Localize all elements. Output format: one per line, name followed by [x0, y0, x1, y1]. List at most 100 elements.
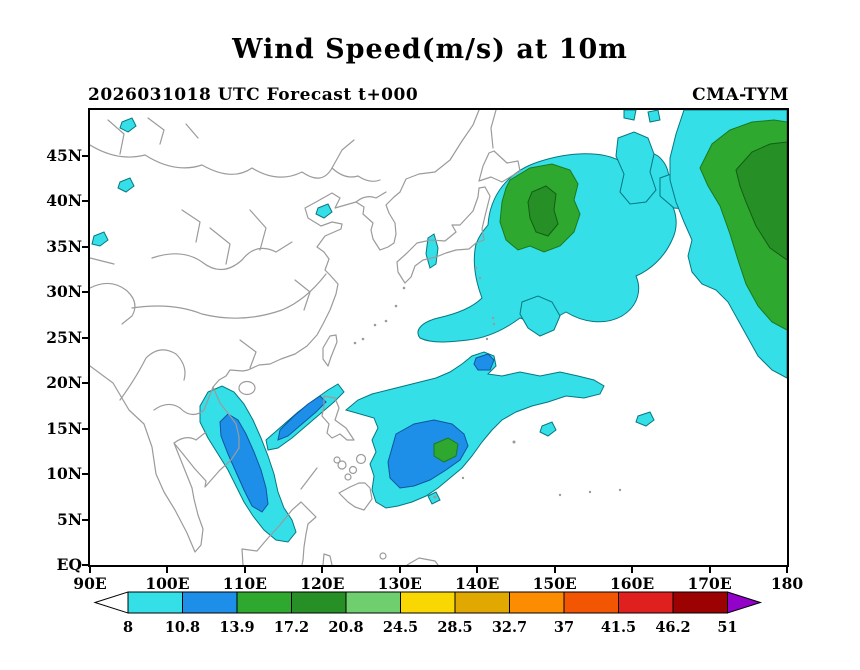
river-siberia-c [186, 124, 198, 138]
border-korea [356, 192, 386, 202]
y-tick-label: 15N [24, 419, 82, 438]
y-tick-label: EQ [24, 555, 82, 574]
x-tick-mark [166, 567, 168, 573]
x-tick-label: 120E [300, 574, 344, 593]
map-canvas [90, 110, 787, 565]
chart-title: Wind Speed(m/s) at 10m [0, 34, 860, 65]
palawan-coast [301, 468, 317, 489]
colorbar-level-label: 46.2 [655, 619, 690, 636]
colorbar-legend: 810.813.917.220.824.528.532.73741.546.25… [58, 590, 768, 640]
river-b [250, 210, 266, 250]
colorbar-level-label: 37 [554, 619, 574, 636]
y-tick-mark [82, 519, 88, 521]
model-name-label: CMA-TYM [692, 85, 789, 105]
island-dot [385, 320, 388, 323]
colorbar-segment [455, 592, 510, 613]
y-tick-mark [82, 564, 88, 566]
y-tick-mark [82, 291, 88, 293]
x-tick-label: 170E [687, 574, 731, 593]
island-dot [493, 323, 495, 325]
y-tick-mark [82, 382, 88, 384]
y-tick-label: 35N [24, 237, 82, 256]
forecast-init-label: 2026031018 UTC Forecast t+000 [88, 85, 418, 105]
island-dot [513, 441, 516, 444]
x-tick-label: 150E [533, 574, 577, 593]
map-frame [88, 108, 789, 567]
colorbar-segment [401, 592, 456, 613]
y-tick-mark [82, 246, 88, 248]
river-yellow [152, 242, 292, 270]
colorbar-segment [128, 592, 183, 613]
visayas-island [345, 474, 351, 480]
y-tick-label: 5N [24, 510, 82, 529]
x-tick-mark [399, 567, 401, 573]
colorbar-segment [564, 592, 619, 613]
colorbar-level-label: 17.2 [274, 619, 309, 636]
y-tick-label: 45N [24, 146, 82, 165]
island-dot [486, 338, 488, 340]
border-sw [120, 350, 185, 400]
island-dot [362, 338, 365, 341]
x-tick-label: 100E [145, 574, 189, 593]
river-d [295, 280, 310, 310]
river-e [240, 340, 256, 368]
wind-region-speck-west-a [92, 232, 108, 246]
visayas-island [350, 467, 357, 474]
island-dot [354, 342, 357, 345]
island-dot [395, 305, 398, 308]
x-tick-label: 130E [378, 574, 422, 593]
wind-region-scs-streak-core [278, 396, 326, 440]
colorbar-level-label: 20.8 [328, 619, 363, 636]
sakhalin-coast [491, 110, 496, 148]
newguinea-coast [407, 558, 438, 565]
island-dot [619, 489, 621, 491]
x-tick-mark [321, 567, 323, 573]
colorbar-level-label: 24.5 [383, 619, 418, 636]
y-tick-label: 40N [24, 191, 82, 210]
wind-region-japan-sea-sliver [426, 234, 438, 268]
wind-region-top-strip-b [648, 110, 660, 122]
x-tick-label: 110E [223, 574, 267, 593]
y-tick-mark [82, 200, 88, 202]
hainan-coast [239, 382, 255, 395]
colorbar-underflow-arrow [95, 592, 128, 613]
colorbar-segment [292, 592, 347, 613]
visayas-island [357, 455, 366, 464]
island-dot [462, 477, 464, 479]
border-west [90, 258, 114, 264]
border-ne-china [332, 168, 380, 181]
wind-region-speck-west-b [118, 178, 134, 192]
island-dot [479, 277, 481, 279]
y-tick-label: 30N [24, 282, 82, 301]
colorbar-level-label: 8 [123, 619, 133, 636]
x-tick-mark [786, 567, 788, 573]
colorbar-segment [510, 592, 565, 613]
river-yangtze [132, 274, 326, 318]
mindanao-coast [339, 483, 372, 510]
x-tick-mark [244, 567, 246, 573]
halmahera-island [380, 553, 386, 559]
wind-region-top-strip-a [624, 110, 636, 120]
x-tick-label: 160E [610, 574, 654, 593]
y-tick-label: 20N [24, 373, 82, 392]
wind-region-speck-nw [120, 118, 136, 132]
weather-forecast-chart: Wind Speed(m/s) at 10m 2026031018 UTC Fo… [0, 0, 860, 670]
island-dot [589, 491, 591, 493]
x-tick-label: 180 [771, 574, 803, 593]
y-tick-mark [82, 337, 88, 339]
border-cambodia [174, 432, 206, 443]
river-a [210, 228, 230, 264]
island-dot [403, 287, 406, 290]
island-dot [374, 324, 377, 327]
colorbar-level-label: 51 [717, 619, 737, 636]
colorbar-segment [183, 592, 238, 613]
x-tick-mark [631, 567, 633, 573]
river-siberia-b [148, 118, 164, 144]
y-tick-label: 25N [24, 328, 82, 347]
river-c [182, 210, 200, 242]
wind-region-philippine-sea-band [346, 352, 604, 508]
colorbar-level-label: 32.7 [492, 619, 527, 636]
x-tick-mark [709, 567, 711, 573]
taiwan-coast [323, 335, 337, 366]
y-tick-mark [82, 428, 88, 430]
